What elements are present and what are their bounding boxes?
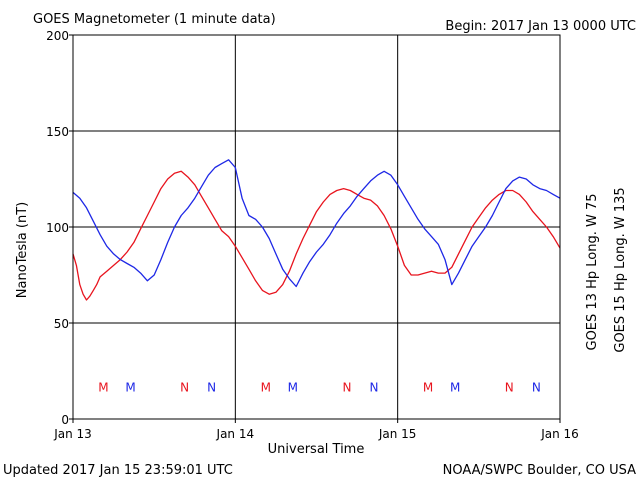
begin-label: Begin: 2017 Jan 13 0000 UTC: [445, 19, 636, 34]
midnight-marker: M: [261, 380, 271, 394]
legend-goes15: GOES 15 Hp Long. W 135: [613, 187, 628, 352]
y-tick-label: 100: [46, 221, 69, 235]
y-tick-label: 50: [54, 317, 69, 331]
noon-marker: N: [505, 380, 514, 394]
midnight-marker: M: [125, 380, 135, 394]
x-tick-label: Jan 13: [53, 427, 92, 441]
noon-marker: N: [370, 380, 379, 394]
midnight-marker: M: [98, 380, 108, 394]
x-axis-label: Universal Time: [268, 442, 365, 457]
y-tick-label: 200: [46, 29, 69, 43]
y-tick-label: 0: [61, 413, 69, 427]
source-footer: NOAA/SWPC Boulder, CO USA: [443, 463, 636, 478]
y-tick-label: 150: [46, 125, 69, 139]
midnight-marker: M: [288, 380, 298, 394]
grid-lines: [73, 35, 560, 419]
y-axis-ticks: 0 50 100 150 200: [46, 29, 73, 427]
chart-title: GOES Magnetometer (1 minute data): [33, 12, 276, 27]
noon-marker: N: [342, 380, 351, 394]
x-tick-label: Jan 16: [540, 427, 579, 441]
x-axis-ticks: Jan 13 Jan 14 Jan 15 Jan 16: [53, 419, 579, 441]
midnight-marker: M: [423, 380, 433, 394]
legend-goes13: GOES 13 Hp Long. W 75: [585, 194, 600, 351]
updated-footer: Updated 2017 Jan 15 23:59:01 UTC: [3, 463, 233, 478]
noon-marker: N: [180, 380, 189, 394]
noon-marker: N: [532, 380, 541, 394]
noon-marker: N: [207, 380, 216, 394]
series-goes15-line: [72, 159, 561, 288]
series-layer: [72, 159, 561, 301]
y-axis-label: NanoTesla (nT): [15, 202, 30, 298]
x-tick-label: Jan 14: [216, 427, 255, 441]
midnight-marker: M: [450, 380, 460, 394]
x-tick-label: Jan 15: [378, 427, 417, 441]
series-goes13-line: [72, 170, 561, 301]
